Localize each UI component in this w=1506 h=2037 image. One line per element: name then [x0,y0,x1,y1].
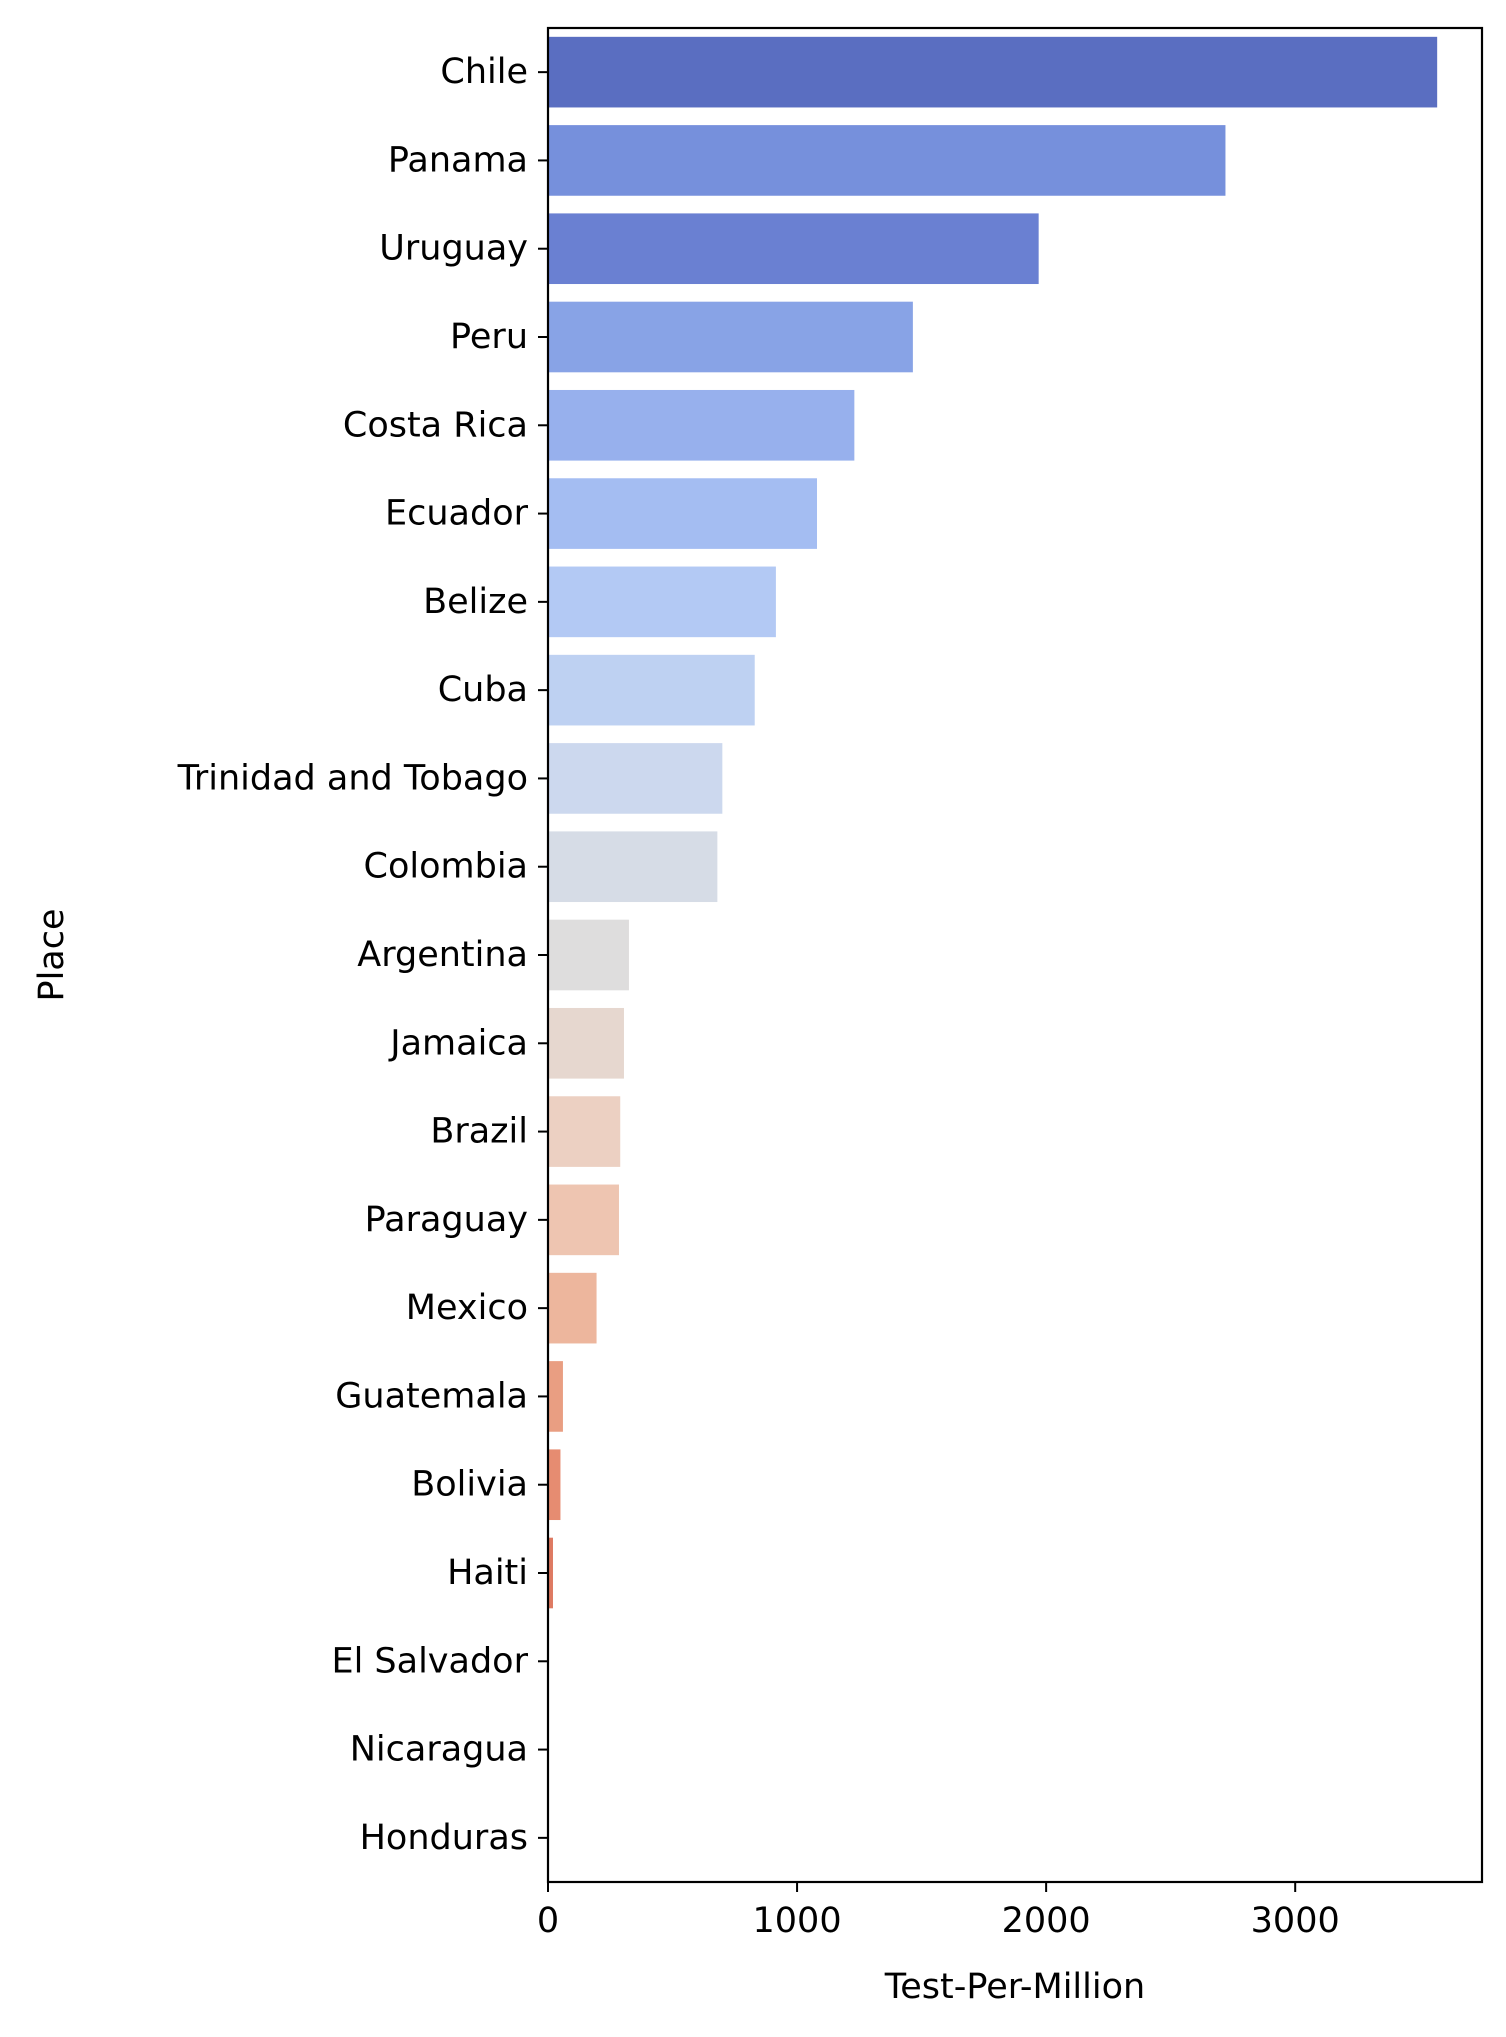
y-tick-label: Jamaica [388,1023,528,1063]
bar-haiti [548,1537,553,1609]
bar-jamaica [548,1007,624,1079]
y-tick-label: Colombia [364,847,528,887]
x-tick-label: 3000 [1251,1901,1340,1941]
bar-chile [548,36,1438,108]
y-tick-label: Uruguay [379,229,528,269]
bars-group [548,36,1438,1609]
x-tick-label: 2000 [1002,1901,1091,1941]
y-tick-label: Paraguay [365,1200,528,1240]
y-tick-label: Ecuador [385,494,529,534]
y-tick-label: Haiti [447,1553,528,1593]
bar-cuba [548,654,755,726]
y-tick-label: Nicaragua [350,1730,528,1770]
y-tick-label: Chile [440,52,528,92]
bar-mexico [548,1272,597,1344]
bar-uruguay [548,213,1039,285]
x-tick-label: 0 [537,1901,559,1941]
y-tick-label: Cuba [438,670,528,710]
y-tick-label: Argentina [357,935,528,975]
y-tick-label: Honduras [360,1818,528,1858]
y-tick-label: Costa Rica [343,405,528,445]
bar-bolivia [548,1449,561,1521]
bar-brazil [548,1096,621,1167]
y-tick-label: Bolivia [411,1465,528,1505]
y-tick-label: El Salvador [331,1641,528,1681]
bar-peru [548,301,913,373]
y-tick-label: Brazil [430,1112,528,1152]
y-tick-label: Peru [450,317,528,357]
bar-guatemala [548,1361,563,1432]
y-tick-label: Mexico [406,1288,528,1328]
plot-frame [546,26,1484,1884]
x-axis-ticks: 0 1000 2000 3000 [537,1882,1340,1941]
bar-panama [548,125,1226,196]
y-axis-ticks: Chile Panama Uruguay Peru Costa Rica Ecuador B… [177,52,548,1858]
bar-costa-rica [548,389,855,461]
bar-paraguay [548,1184,619,1256]
bar-colombia [548,831,718,903]
x-tick-label: 1000 [753,1901,842,1941]
y-tick-label: Guatemala [335,1376,528,1416]
y-tick-label: Trinidad and Tobago [177,758,528,798]
y-axis-label: Place [32,908,72,1001]
bar-ecuador [548,478,817,549]
y-tick-label: Panama [388,140,528,180]
bar-argentina [548,919,629,991]
x-axis-label: Test-Per-Million [884,1967,1145,2007]
bar-belize [548,566,776,638]
bar-trinidad-and-tobago [548,743,723,814]
y-tick-label: Belize [423,582,528,622]
